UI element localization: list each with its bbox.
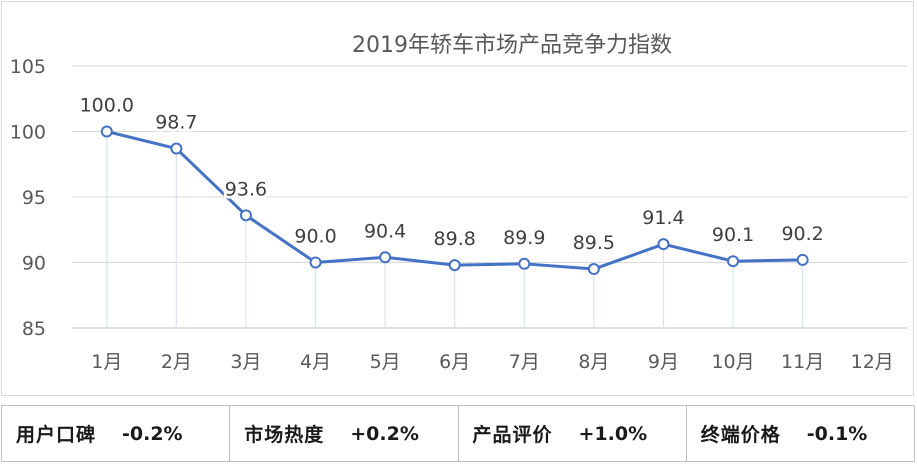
summary-value: -0.2%	[122, 422, 183, 445]
line-chart: 2019年轿车市场产品竞争力指数 85 90 95 100 105 1月 2月 3月 4月 5月 6…	[10, 33, 907, 373]
summary-cell-product-rating: 产品评价 +1.0%	[459, 406, 687, 461]
data-point	[518, 257, 531, 270]
x-tick-label: 12月	[851, 351, 894, 373]
y-tick-label: 85	[22, 318, 46, 340]
summary-value: +1.0%	[578, 422, 648, 445]
y-tick-label: 90	[22, 253, 46, 275]
data-label: 93.6	[225, 178, 267, 200]
summary-cell-reputation: 用户口碑 -0.2%	[2, 406, 231, 461]
data-point	[448, 259, 461, 272]
x-tick-label: 5月	[370, 351, 401, 373]
chart-title: 2019年轿车市场产品竞争力指数	[352, 33, 672, 58]
data-label: 89.5	[573, 232, 615, 254]
data-point	[379, 251, 392, 264]
summary-label: 终端价格	[700, 424, 781, 446]
data-point	[239, 209, 252, 222]
data-label: 91.4	[642, 207, 684, 229]
x-tick-label: 6月	[439, 351, 470, 373]
x-tick-label: 1月	[91, 351, 122, 373]
x-tick-label: 10月	[711, 351, 754, 373]
x-tick-label: 8月	[578, 351, 609, 373]
data-point	[796, 253, 809, 266]
x-tick-label: 2月	[161, 351, 192, 373]
summary-bar: 用户口碑 -0.2% 市场热度 +0.2% 产品评价 +1.0% 终端价格 -0…	[1, 405, 915, 462]
summary-label: 产品评价	[472, 424, 553, 446]
summary-label: 市场热度	[244, 424, 325, 446]
summary-cell-terminal-price: 终端价格 -0.1%	[687, 406, 914, 461]
data-label: 98.7	[155, 112, 197, 134]
summary-value: -0.1%	[806, 422, 868, 445]
data-point	[100, 125, 113, 138]
chart-frame: 2019年轿车市场产品竞争力指数 85 90 95 100 105 1月 2月 3月 4月 5月 6…	[1, 1, 914, 396]
data-label: 100.0	[80, 95, 134, 117]
y-tick-label: 95	[22, 187, 46, 209]
x-tick-label: 4月	[300, 351, 331, 373]
data-label: 90.2	[781, 223, 823, 245]
data-label: 90.4	[364, 220, 406, 242]
data-point	[657, 238, 670, 251]
data-point	[170, 142, 183, 155]
x-tick-label: 3月	[230, 351, 261, 373]
data-point	[727, 255, 740, 268]
data-point	[309, 256, 322, 269]
summary-value: +0.2%	[350, 422, 419, 445]
x-tick-label: 9月	[648, 351, 679, 373]
summary-label: 用户口碑	[16, 424, 97, 446]
y-tick-label: 100	[10, 122, 46, 144]
data-label: 89.9	[503, 227, 545, 249]
x-tick-label: 7月	[509, 351, 540, 373]
data-point	[587, 263, 600, 276]
summary-cell-market-heat: 市场热度 +0.2%	[230, 406, 459, 461]
data-label: 90.0	[294, 226, 336, 248]
data-label: 90.1	[712, 224, 754, 246]
x-tick-label: 11月	[781, 351, 824, 373]
y-tick-label: 105	[10, 56, 46, 78]
data-label: 89.8	[434, 228, 476, 250]
